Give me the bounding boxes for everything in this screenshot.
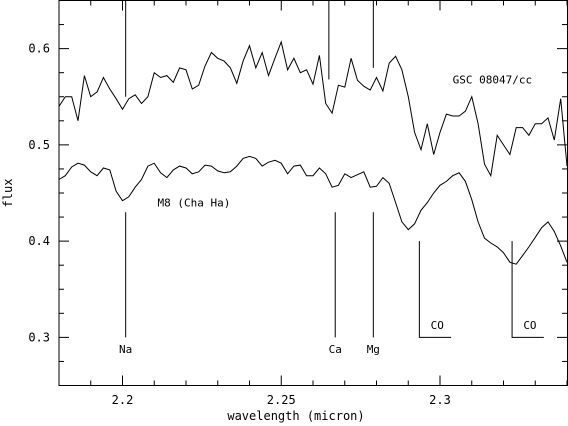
series-label-gsc: GSC 08047/cc	[453, 73, 532, 86]
co-bandhead-label: CO	[523, 319, 536, 332]
plot-frame-group	[58, 0, 568, 386]
y-tick-label: 0.3	[28, 330, 50, 344]
series-group	[58, 40, 568, 265]
y-axis-label: flux	[1, 179, 15, 208]
markers-group: Na Ca Mg CO CO	[119, 0, 544, 356]
line-marker-label-mg: Mg	[367, 343, 380, 356]
line-marker-label-na: Na	[119, 343, 132, 356]
y-tick-label: 0.4	[28, 234, 50, 248]
x-tick-label: 2.25	[267, 393, 296, 407]
y-tick-label: 0.6	[28, 42, 50, 56]
series-line-gsc	[58, 40, 568, 178]
y-tick-label: 0.5	[28, 138, 50, 152]
co-bandhead-label: CO	[431, 319, 444, 332]
series-line-m8	[58, 155, 568, 265]
x-axis-label: wavelength (micron)	[227, 409, 364, 423]
line-marker-label-ca: Ca	[329, 343, 342, 356]
co-bandhead-marker	[418, 241, 452, 338]
labels-group: GSC 08047/cc M8 (Cha Ha)	[158, 73, 533, 209]
ticks-group: 2.2 2.25 2.3 0.3 0.4 0.5 0.6	[28, 0, 568, 407]
x-tick-label: 2.3	[429, 393, 451, 407]
co-bandhead-marker	[511, 241, 544, 338]
plot-frame	[58, 0, 568, 386]
series-label-m8: M8 (Cha Ha)	[158, 197, 231, 210]
x-tick-label: 2.2	[112, 393, 134, 407]
